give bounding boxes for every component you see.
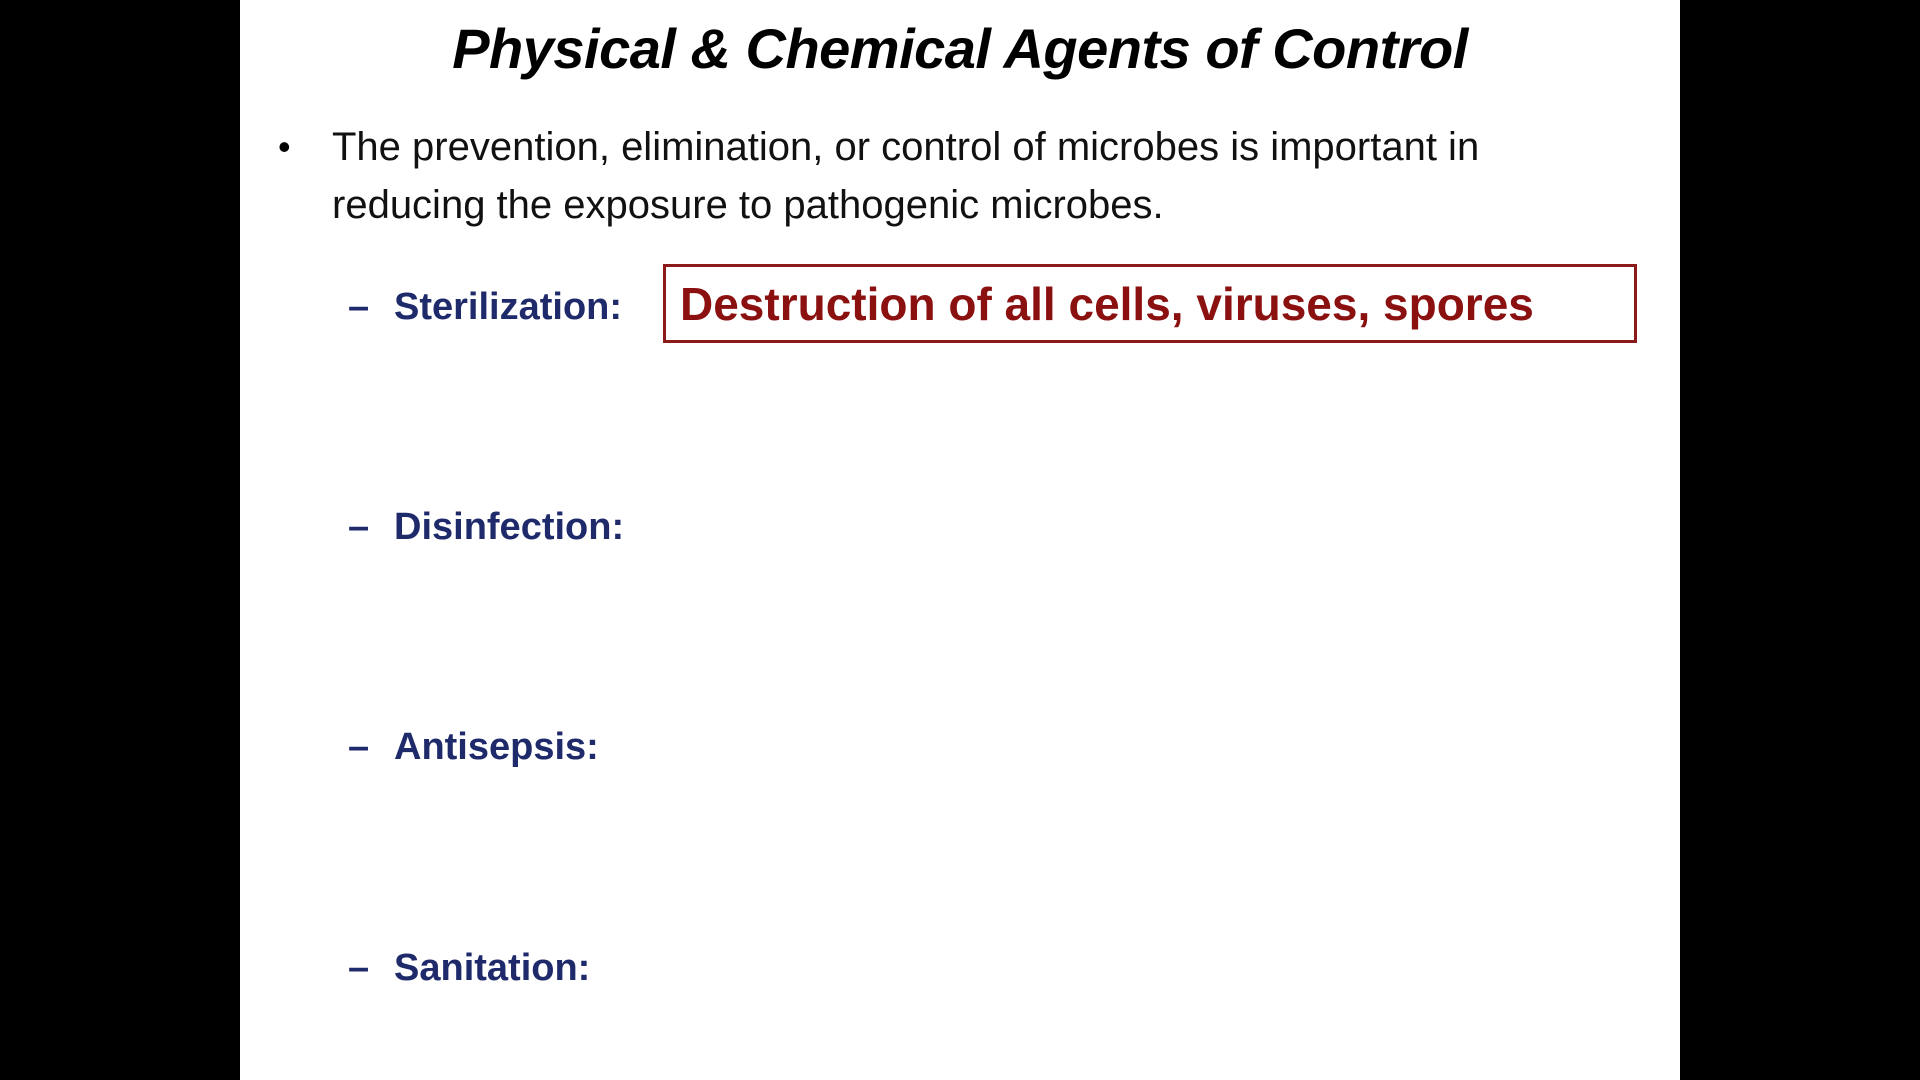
term-sanitation: – Sanitation: [348,947,590,990]
definition-box: Destruction of all cells, viruses, spore… [663,264,1637,343]
dash-marker: – [348,947,370,989]
term-label: Sanitation: [394,947,591,989]
term-antisepsis: – Antisepsis: [348,726,599,769]
term-label: Antisepsis: [394,726,599,768]
dash-marker: – [348,506,370,548]
term-sterilization: – Sterilization: [348,286,622,329]
bullet-marker: • [278,126,291,167]
dash-marker: – [348,286,370,328]
bullet-point: • The prevention, elimination, or contro… [278,118,1658,234]
bullet-text: The prevention, elimination, or control … [332,125,1480,227]
term-disinfection: – Disinfection: [348,506,624,549]
dash-marker: – [348,726,370,768]
term-label: Disinfection: [394,506,625,548]
slide-title: Physical & Chemical Agents of Control [452,17,1468,80]
slide: Physical & Chemical Agents of Control • … [240,0,1680,1080]
term-label: Sterilization: [394,286,623,328]
